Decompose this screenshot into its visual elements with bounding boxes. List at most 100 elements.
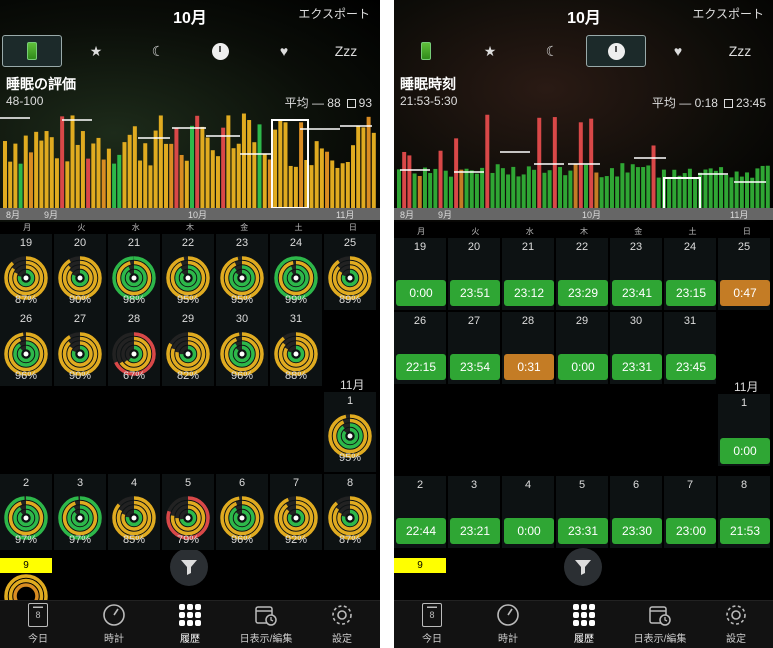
calendar-day-cell[interactable]: 5 23:31 (556, 476, 608, 548)
calendar-day-cell[interactable]: 6 96% (216, 474, 268, 550)
chart-bar (200, 126, 205, 208)
calendar-day-cell[interactable]: 7 23:00 (664, 476, 716, 548)
chart-bar (651, 145, 656, 208)
calendar-day-cell[interactable]: 3 97% (54, 474, 106, 550)
calendar-day-cell[interactable]: 2 22:44 (394, 476, 446, 548)
calendar-day-cell[interactable]: 21 23:12 (502, 238, 554, 310)
day-number: 4 (524, 479, 532, 491)
calendar-day-cell[interactable]: 25 0:47 (718, 238, 770, 310)
calendar-day-cell[interactable]: 28 67% (108, 310, 160, 386)
tab-battery[interactable] (2, 35, 62, 67)
today-badge[interactable]: 9 (394, 558, 446, 573)
calendar-day-cell[interactable]: 24 99% (270, 234, 322, 310)
calendar-day-cell[interactable]: 3 23:21 (448, 476, 500, 548)
nav-label: 日表示/編集 (633, 634, 687, 645)
metric-title: 睡眠の評価 (6, 76, 76, 92)
calendar-day-cell[interactable]: 22 23:29 (556, 238, 608, 310)
chart-bar (80, 131, 85, 208)
nav-history[interactable]: 履歴 (546, 601, 622, 648)
export-button[interactable]: エクスポート (298, 7, 370, 21)
calendar-day-cell[interactable]: 30 96% (216, 310, 268, 386)
calendar-day-cell[interactable]: 8 87% (324, 474, 376, 550)
tab-clock[interactable] (190, 35, 250, 67)
calendar-day-cell[interactable]: 26 96% (0, 310, 52, 386)
tab-moon[interactable]: ☾ (128, 35, 188, 67)
filter-button[interactable] (170, 548, 208, 586)
calendar-day-cell[interactable]: 23 95% (216, 234, 268, 310)
tab-clock[interactable] (586, 35, 646, 67)
calendar-day-cell[interactable]: 29 82% (162, 310, 214, 386)
calendar-day-cell[interactable]: 20 23:51 (448, 238, 500, 310)
nav-today[interactable]: ▬▬ 8 今日 (0, 601, 76, 648)
today-badge[interactable]: 9 (0, 558, 52, 573)
bedtime-history-chart[interactable] (394, 100, 773, 222)
chart-bar (474, 173, 479, 208)
chart-bar (641, 167, 646, 208)
nav-clock[interactable]: 時計 (470, 601, 546, 648)
stopwatch-icon (496, 602, 520, 628)
nav-history[interactable]: 履歴 (152, 601, 228, 648)
calendar-day-cell[interactable]: 28 0:31 (502, 312, 554, 384)
calendar-day-cell[interactable]: 8 21:53 (718, 476, 770, 548)
chart-bar (454, 138, 459, 208)
calendar-day-cell[interactable]: 23 23:41 (610, 238, 662, 310)
chart-bar (351, 145, 356, 208)
calendar-day-cell[interactable]: 7 92% (270, 474, 322, 550)
nav-today[interactable]: ▬▬ 8 今日 (394, 601, 470, 648)
calendar-day-cell[interactable]: 27 90% (54, 310, 106, 386)
tab-battery[interactable] (396, 35, 456, 67)
nav-clock[interactable]: 時計 (76, 601, 152, 648)
calendar-day-cell[interactable]: 2 97% (0, 474, 52, 550)
chart-bar (75, 144, 80, 208)
chart-bar (511, 166, 516, 208)
bedtime-value: 23:45 (666, 354, 716, 380)
chart-bar (734, 171, 739, 208)
score-history-chart[interactable] (0, 100, 380, 222)
calendar-day-cell[interactable]: 22 95% (162, 234, 214, 310)
calendar-day-cell[interactable]: 5 79% (162, 474, 214, 550)
nav-day-edit[interactable]: 日表示/編集 (228, 601, 304, 648)
calendar-day-cell[interactable]: 1 0:00 (718, 394, 770, 466)
tab-heart[interactable]: ♥ (648, 35, 708, 67)
calendar-day-cell[interactable]: 24 23:15 (664, 238, 716, 310)
tab-moon[interactable]: ☾ (522, 35, 582, 67)
calendar-day-cell[interactable]: 25 89% (324, 234, 376, 310)
tab-star[interactable]: ★ (460, 35, 520, 67)
tab-heart[interactable]: ♥ (254, 35, 314, 67)
tab-zzz[interactable]: Zzz (316, 35, 376, 67)
calendar-day-cell[interactable]: 29 0:00 (556, 312, 608, 384)
calendar-day-cell[interactable]: 6 23:30 (610, 476, 662, 548)
export-button[interactable]: エクスポート (692, 7, 764, 21)
calendar-day-cell[interactable]: 21 98% (108, 234, 160, 310)
bedtime-value: 23:21 (450, 518, 500, 544)
tab-zzz[interactable]: Zzz (710, 35, 770, 67)
chart-bar (584, 164, 588, 208)
nav-settings[interactable]: 設定 (698, 601, 773, 648)
chart-bar (625, 172, 630, 208)
best-square-icon (346, 99, 356, 108)
calendar-day-cell[interactable]: 27 23:54 (448, 312, 500, 384)
day-number: 27 (73, 313, 87, 325)
calendar-day-cell[interactable]: 31 88% (270, 310, 322, 386)
calendar-day-cell[interactable]: 19 0:00 (394, 238, 446, 310)
calendar-day-cell[interactable]: 26 22:15 (394, 312, 446, 384)
tab-star[interactable]: ★ (66, 35, 126, 67)
sleep-score-ring (328, 414, 372, 458)
chart-bar (205, 137, 210, 208)
calendar-day-cell[interactable]: 30 23:31 (610, 312, 662, 384)
nav-label: 履歴 (180, 634, 200, 645)
calendar-day-cell[interactable]: 4 0:00 (502, 476, 554, 548)
nav-settings[interactable]: 設定 (304, 601, 380, 648)
chart-bar (366, 116, 371, 208)
calendar-day-cell[interactable]: 19 87% (0, 234, 52, 310)
calendar-day-cell[interactable]: 1 95% (324, 392, 376, 472)
calendar-day-cell[interactable]: 31 23:45 (664, 312, 716, 384)
calendar-day-cell[interactable]: 4 85% (108, 474, 160, 550)
chart-bar (578, 122, 583, 208)
calendar-day-cell[interactable]: 20 90% (54, 234, 106, 310)
filter-button[interactable] (564, 548, 602, 586)
metric-tab-bar: ★ ☾ ♥ Zzz (394, 35, 773, 67)
chart-bar (630, 164, 635, 208)
nav-day-edit[interactable]: 日表示/編集 (622, 601, 698, 648)
chart-bar (708, 168, 713, 208)
